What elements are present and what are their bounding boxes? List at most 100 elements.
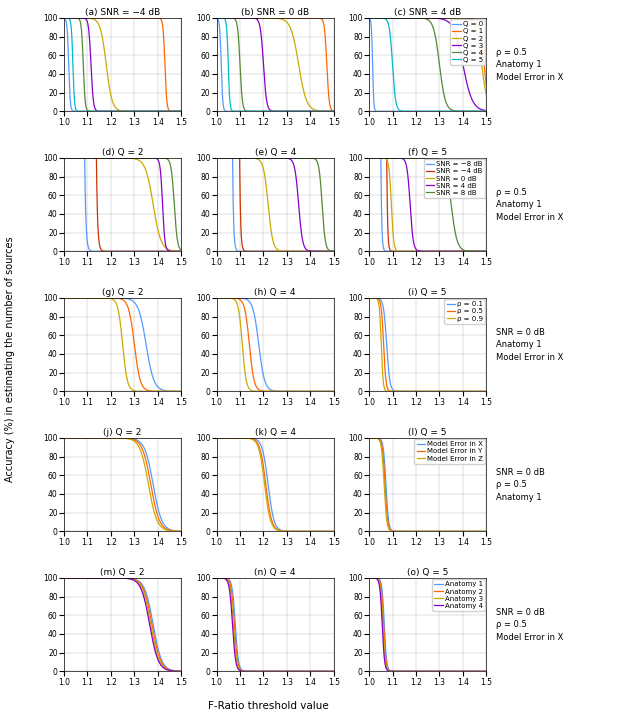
SNR = 4 dB — [267, 154, 275, 162]
ρ = 0.9 — [479, 387, 487, 396]
Line: Model Error in Z: Model Error in Z — [64, 438, 181, 531]
Line: SNR = 0 dB: SNR = 0 dB — [369, 158, 486, 251]
Line: Q = 2: Q = 2 — [369, 18, 486, 95]
Q = 3 — [117, 107, 125, 116]
Title: (g) Q = 2: (g) Q = 2 — [102, 288, 143, 297]
Anatomy 2 — [326, 667, 334, 676]
Line: Anatomy 1: Anatomy 1 — [369, 578, 486, 671]
Anatomy 2 — [269, 667, 277, 676]
Q = 5 — [152, 107, 160, 116]
Model Error in X — [419, 527, 427, 536]
Line: Q = 1: Q = 1 — [216, 18, 334, 111]
Q = 4 — [117, 107, 125, 116]
Anatomy 2 — [117, 574, 125, 582]
ρ = 0.5 — [219, 294, 227, 302]
Line: Q = 1: Q = 1 — [369, 18, 486, 86]
ρ = 0.5 — [212, 294, 220, 302]
Q = 2 — [419, 14, 427, 22]
ρ = 0.9 — [326, 387, 334, 396]
Anatomy 4 — [458, 667, 465, 676]
Model Error in Z — [371, 434, 379, 442]
SNR = 8 dB — [174, 238, 182, 247]
SNR = 4 dB — [479, 247, 487, 256]
SNR = −8 dB — [174, 247, 182, 256]
ρ = 0.5 — [305, 387, 313, 396]
Anatomy 2 — [479, 667, 487, 676]
SNR = 0 dB — [177, 247, 185, 256]
Q = 2 — [114, 106, 122, 114]
SNR = 0 dB — [371, 154, 379, 162]
Q = 1 — [174, 107, 182, 116]
Title: (n) Q = 4: (n) Q = 4 — [255, 568, 296, 577]
Anatomy 4 — [152, 651, 160, 660]
Line: Model Error in Y: Model Error in Y — [369, 438, 486, 531]
Line: Anatomy 1: Anatomy 1 — [64, 578, 181, 671]
Q = 0 — [152, 107, 160, 116]
Model Error in Z — [326, 527, 334, 536]
Q = 0 — [177, 107, 185, 116]
Q = 0 — [479, 107, 487, 116]
Q = 1 — [152, 14, 160, 22]
SNR = −8 dB — [177, 247, 185, 256]
ρ = 0.5 — [422, 387, 430, 396]
Model Error in Y — [458, 527, 465, 536]
SNR = −8 dB — [267, 247, 275, 256]
SNR = 4 dB — [114, 154, 122, 162]
Line: Model Error in X: Model Error in X — [369, 438, 486, 531]
ρ = 0.1 — [114, 294, 122, 302]
Q = 0 — [267, 107, 275, 116]
SNR = 4 dB — [458, 247, 465, 256]
Q = 1 — [174, 107, 182, 116]
SNR = 4 dB — [326, 247, 334, 256]
Q = 4 — [330, 107, 338, 116]
Anatomy 1 — [114, 574, 122, 582]
Model Error in X — [269, 514, 277, 523]
ρ = 0.5 — [483, 387, 490, 396]
ρ = 0.5 — [479, 387, 487, 396]
Q = 5 — [326, 107, 334, 116]
Anatomy 4 — [60, 574, 68, 582]
Anatomy 4 — [419, 667, 427, 676]
Model Error in X — [326, 527, 334, 536]
Model Error in Z — [219, 434, 227, 442]
ρ = 0.1 — [177, 387, 185, 396]
Line: Anatomy 2: Anatomy 2 — [216, 578, 334, 671]
Line: Model Error in Y: Model Error in Y — [64, 438, 181, 531]
Title: (o) Q = 5: (o) Q = 5 — [407, 568, 449, 577]
ρ = 0.1 — [174, 387, 182, 396]
Title: (k) Q = 4: (k) Q = 4 — [255, 428, 296, 437]
SNR = 0 dB — [330, 247, 338, 256]
Anatomy 2 — [479, 667, 487, 676]
Q = 5 — [117, 107, 125, 116]
Model Error in Y — [269, 521, 277, 529]
Model Error in Z — [269, 523, 277, 531]
Line: Anatomy 3: Anatomy 3 — [64, 578, 181, 671]
Q = 2 — [326, 107, 334, 116]
Model Error in Y — [66, 434, 74, 442]
Model Error in Y — [177, 527, 185, 536]
Anatomy 2 — [422, 667, 430, 676]
SNR = −8 dB — [419, 247, 427, 256]
Line: Anatomy 4: Anatomy 4 — [64, 578, 181, 671]
ρ = 0.1 — [326, 387, 334, 396]
Text: SNR = 0 dB
Anatomy 1
Model Error in X: SNR = 0 dB Anatomy 1 Model Error in X — [496, 327, 563, 362]
Q = 0 — [326, 107, 334, 116]
ρ = 0.9 — [152, 387, 160, 396]
SNR = −4 dB — [479, 247, 487, 256]
SNR = −4 dB — [458, 247, 465, 256]
SNR = 8 dB — [177, 246, 185, 255]
SNR = 8 dB — [330, 247, 338, 256]
Q = 2 — [371, 14, 379, 22]
Model Error in X — [479, 527, 487, 536]
Q = 3 — [269, 107, 277, 116]
SNR = 4 dB — [326, 247, 334, 256]
Q = 1 — [419, 14, 427, 22]
Anatomy 2 — [212, 574, 220, 582]
SNR = 4 dB — [152, 154, 160, 163]
Q = 2 — [458, 14, 465, 22]
Legend: ρ = 0.1, ρ = 0.5, ρ = 0.9: ρ = 0.1, ρ = 0.5, ρ = 0.9 — [444, 299, 485, 324]
Q = 2 — [174, 107, 182, 116]
SNR = 4 dB — [479, 247, 487, 256]
Q = 4 — [365, 14, 373, 22]
Model Error in Y — [326, 527, 334, 536]
